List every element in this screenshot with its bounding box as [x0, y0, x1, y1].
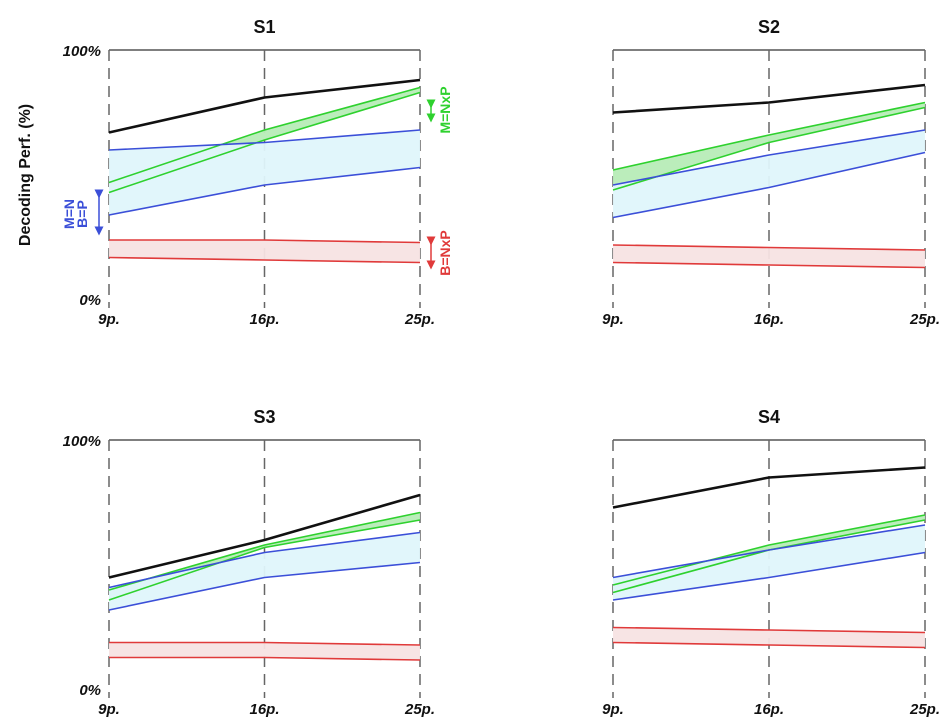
series-line-blue	[612, 151, 926, 219]
series-line-red	[109, 239, 421, 244]
shaded-band	[109, 512, 420, 600]
series-line-blue	[108, 129, 421, 151]
series-line-green	[612, 106, 926, 191]
x-tick-label: 16p.	[754, 701, 784, 718]
x-tick-label: 9p.	[602, 311, 624, 328]
shaded-band	[109, 642, 420, 660]
shaded-band	[613, 525, 925, 600]
series-line-red	[109, 641, 421, 646]
shaded-band	[613, 130, 925, 218]
x-tick-label: 25p.	[404, 311, 435, 328]
panel-s2: S2 9p. 16p. 25p.	[602, 17, 940, 328]
series-line-red	[612, 244, 926, 251]
series-line-black	[612, 466, 926, 509]
series-line-green	[108, 91, 421, 194]
series-line-blue	[612, 551, 926, 601]
x-tick-label: 9p.	[98, 701, 120, 718]
x-tick-label: 25p.	[909, 311, 940, 328]
y-axis-label: Decoding Perf. (%)	[17, 104, 34, 246]
series-line-green	[612, 514, 926, 586]
series-line-red	[108, 256, 421, 264]
series-line-black	[108, 493, 421, 579]
panel-title: S2	[758, 17, 780, 37]
series-line-green	[612, 101, 926, 171]
y-tick-label: 100%	[63, 43, 101, 60]
series-line-red	[109, 656, 421, 661]
b-nxp-label: B=NxP	[437, 230, 453, 276]
shaded-band	[109, 240, 420, 263]
series-line-blue	[108, 531, 421, 589]
panels-layer: S1 100% 0% 9p. 16p. 25p. S2 9p. 16p. 25p. S3 100% 0%…	[63, 17, 940, 718]
x-tick-label: 25p.	[404, 701, 435, 718]
x-tick-label: 9p.	[602, 701, 624, 718]
series-line-blue	[612, 524, 926, 579]
series-line-green	[108, 519, 421, 601]
annotation-m-n-b-p: M=N B=P	[61, 189, 104, 236]
panel-title: S3	[253, 407, 275, 427]
annotation-m-nxp: M=NxP	[426, 86, 453, 134]
shaded-band	[613, 627, 925, 648]
x-tick-label: 9p.	[98, 311, 120, 328]
m-n-label: M=N	[61, 199, 77, 229]
shaded-band	[613, 245, 925, 268]
series-line-blue	[612, 129, 926, 186]
shaded-band	[109, 532, 420, 610]
series-line-green	[108, 511, 421, 591]
series-line-red	[612, 641, 926, 649]
x-tick-label: 16p.	[249, 311, 279, 328]
x-tick-label: 16p.	[754, 311, 784, 328]
x-tick-label: 25p.	[909, 701, 940, 718]
b-p-label: B=P	[74, 200, 90, 228]
x-tick-label: 16p.	[249, 701, 279, 718]
panel-s4: S4 9p. 16p. 25p.	[602, 407, 940, 718]
y-tick-label: 0%	[79, 292, 101, 309]
y-tick-label: 100%	[63, 433, 101, 450]
shaded-band	[109, 130, 420, 215]
series-line-blue	[108, 166, 421, 216]
annotation-b-nxp: B=NxP	[426, 230, 453, 276]
panel-title: S4	[758, 407, 780, 427]
panel-s1: S1 100% 0% 9p. 16p. 25p.	[63, 17, 435, 328]
series-line-black	[108, 78, 421, 134]
m-nxp-label: M=NxP	[437, 86, 453, 133]
series-line-red	[612, 261, 926, 269]
series-line-black	[612, 83, 926, 114]
series-line-red	[612, 626, 926, 634]
panel-s3: S3 100% 0% 9p. 16p. 25p.	[63, 407, 435, 718]
panel-title: S1	[253, 17, 275, 37]
series-line-blue	[108, 561, 421, 611]
series-line-green	[108, 86, 421, 184]
y-tick-label: 0%	[79, 682, 101, 699]
